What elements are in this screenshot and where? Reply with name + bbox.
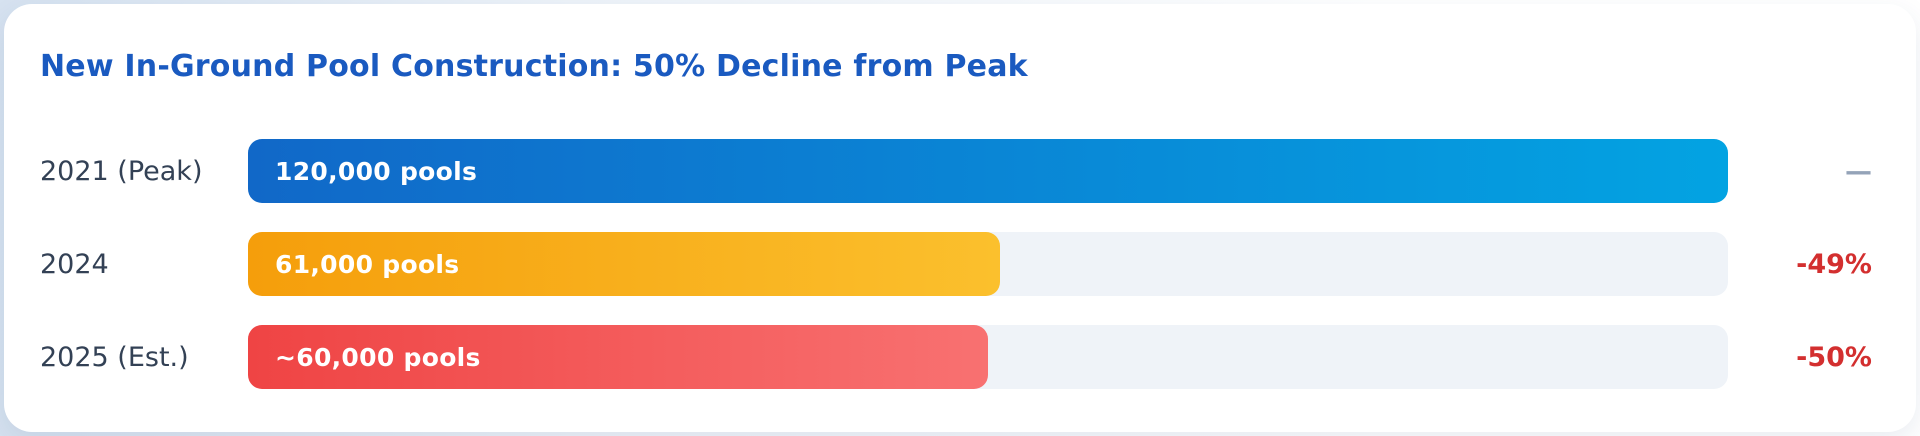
change-label: —: [1845, 155, 1872, 187]
chart-row: 2024 61,000 pools -49%: [4, 232, 1916, 296]
chart-title: New In-Ground Pool Construction: 50% Dec…: [40, 49, 1028, 84]
change-label: -50%: [1796, 341, 1872, 373]
chart-row: 2021 (Peak) 120,000 pools —: [4, 139, 1916, 203]
category-label: 2021 (Peak): [40, 155, 203, 187]
bar-value-label: ~60,000 pools: [275, 342, 481, 372]
bar-track: 61,000 pools: [248, 232, 1728, 296]
bar-value-label: 61,000 pools: [275, 249, 460, 279]
chart-card: New In-Ground Pool Construction: 50% Dec…: [4, 4, 1916, 432]
value-bar: 120,000 pools: [248, 139, 1728, 203]
category-label: 2024: [40, 248, 109, 280]
bar-value-label: 120,000 pools: [275, 156, 478, 186]
value-bar: ~60,000 pools: [248, 325, 988, 389]
bar-track: 120,000 pools: [248, 139, 1728, 203]
chart-row: 2025 (Est.) ~60,000 pools -50%: [4, 325, 1916, 389]
value-bar: 61,000 pools: [248, 232, 1001, 296]
bar-chart: 2021 (Peak) 120,000 pools — 2024 61,000 …: [4, 139, 1916, 389]
change-label: -49%: [1796, 248, 1872, 280]
bar-track: ~60,000 pools: [248, 325, 1728, 389]
category-label: 2025 (Est.): [40, 341, 189, 373]
